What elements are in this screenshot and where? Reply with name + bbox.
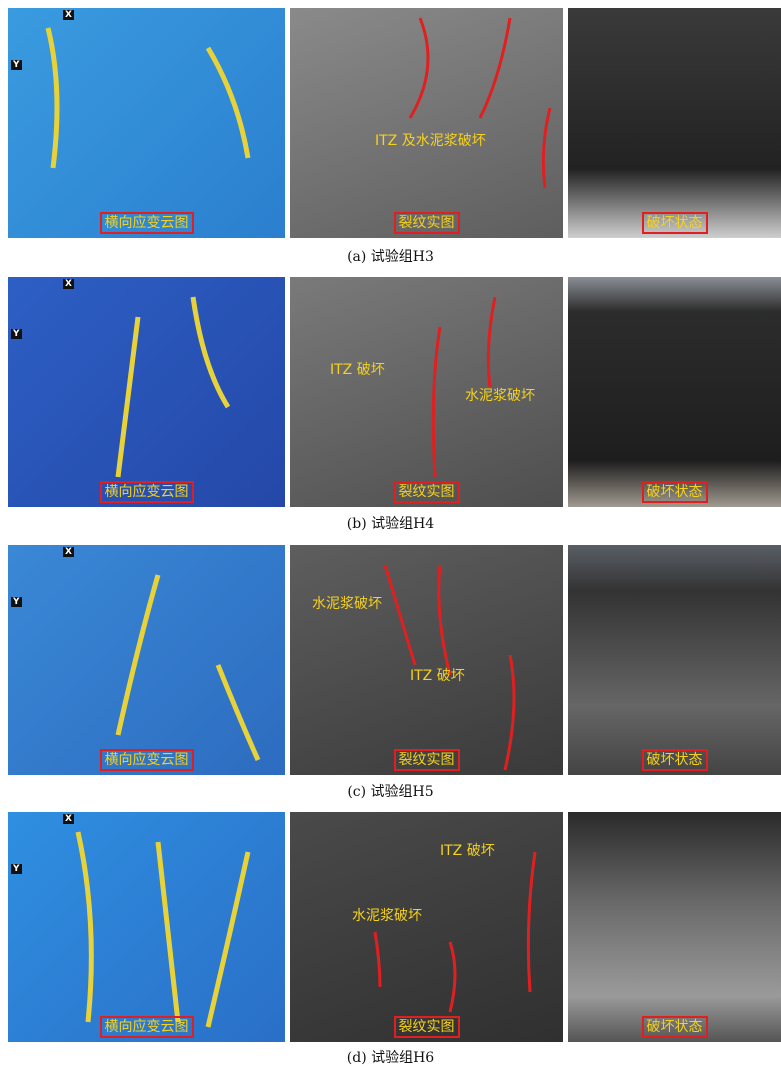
panel-label: 裂纹实图 [394, 212, 460, 234]
crack-line [118, 297, 228, 477]
caption: (a) 试验组H3 [0, 246, 781, 266]
strain-map: X Y 横向应变云图 [8, 8, 285, 238]
caption: (c) 试验组H5 [0, 781, 781, 801]
crack-photo: 水泥浆破坏 ITZ 破坏裂纹实图 [290, 545, 563, 775]
annotation: ITZ 破坏 [410, 665, 465, 685]
crack-line [78, 832, 248, 1027]
strain-map: X Y 横向应变云图 [8, 277, 285, 507]
panel-label: 横向应变云图 [100, 481, 194, 503]
crack-photo: ITZ 破坏水泥浆破坏裂纹实图 [290, 277, 563, 507]
panel-label: 裂纹实图 [394, 481, 460, 503]
annotation: 水泥浆破坏 [465, 385, 535, 405]
axis-marker: Y [11, 864, 22, 874]
panel-label: 横向应变云图 [100, 1016, 194, 1038]
failure-photo: 破坏状态 [568, 277, 781, 507]
strain-map: X Y 横向应变云图 [8, 812, 285, 1042]
crack-line [48, 28, 248, 168]
axis-marker: X [63, 814, 74, 824]
crack-photo: ITZ 破坏水泥浆破坏裂纹实图 [290, 812, 563, 1042]
caption: (b) 试验组H4 [0, 513, 781, 533]
crack-photo: ITZ 及水泥浆破坏裂纹实图 [290, 8, 563, 238]
annotation: ITZ 及水泥浆破坏 [375, 130, 486, 150]
axis-marker: X [63, 279, 74, 289]
crack-line [375, 852, 535, 1012]
panel-label: 破坏状态 [642, 749, 708, 771]
cracks [290, 8, 563, 238]
axis-marker: Y [11, 60, 22, 70]
annotation: ITZ 破坏 [440, 840, 495, 860]
annotation: 水泥浆破坏 [352, 905, 422, 925]
axis-marker: X [63, 547, 74, 557]
caption: (d) 试验组H6 [0, 1047, 781, 1066]
crack-line [118, 575, 258, 760]
axis-marker: Y [11, 597, 22, 607]
panel-label: 破坏状态 [642, 481, 708, 503]
panel-label: 裂纹实图 [394, 1016, 460, 1038]
panel-label: 裂纹实图 [394, 749, 460, 771]
panel-label: 横向应变云图 [100, 749, 194, 771]
panel-label: 横向应变云图 [100, 212, 194, 234]
cracks [290, 812, 563, 1042]
cracks [290, 545, 563, 775]
axis-marker: X [63, 10, 74, 20]
cracks [8, 8, 285, 238]
panel-label: 破坏状态 [642, 212, 708, 234]
axis-marker: Y [11, 329, 22, 339]
crack-line [410, 18, 550, 188]
cracks [8, 812, 285, 1042]
failure-photo: 破坏状态 [568, 545, 781, 775]
annotation: ITZ 破坏 [330, 359, 385, 379]
figure: XY横向应变云图ITZ 及水泥浆破坏裂纹实图破坏状态(a) 试验组H3XY横向应… [0, 0, 781, 1066]
cracks [8, 545, 285, 775]
failure-photo: 破坏状态 [568, 8, 781, 238]
strain-map: X Y 横向应变云图 [8, 545, 285, 775]
panel-label: 破坏状态 [642, 1016, 708, 1038]
annotation: 水泥浆破坏 [312, 593, 382, 613]
cracks [8, 277, 285, 507]
failure-photo: 破坏状态 [568, 812, 781, 1042]
